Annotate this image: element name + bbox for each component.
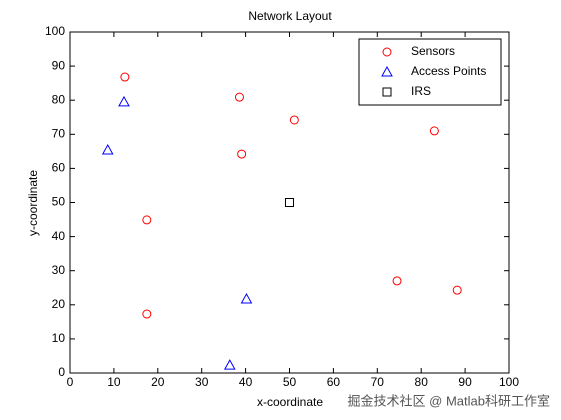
- point: [452, 285, 462, 295]
- point: [240, 292, 253, 304]
- x-tick-label: 40: [239, 375, 253, 389]
- y-tick-label: 0: [58, 365, 65, 379]
- x-tick-label: 60: [327, 375, 341, 389]
- point: [392, 276, 402, 286]
- y-tick-label: 60: [52, 161, 66, 175]
- x-tick-label: 90: [458, 375, 472, 389]
- x-tick-label: 80: [415, 375, 429, 389]
- legend-label: IRS: [411, 84, 431, 98]
- point: [142, 215, 152, 225]
- y-tick-label: 70: [52, 126, 66, 140]
- legend-label: Sensors: [411, 44, 455, 58]
- point: [223, 359, 236, 370]
- legend-marker: [382, 47, 392, 57]
- point: [118, 95, 130, 107]
- point: [285, 198, 294, 207]
- x-tick-label: 100: [499, 375, 519, 389]
- y-axis-label: y-coordinate: [26, 170, 40, 236]
- chart-title: Network Layout: [248, 9, 332, 23]
- y-tick-label: 10: [52, 331, 66, 345]
- x-tick-label: 30: [195, 375, 209, 389]
- x-tick-label: 10: [107, 375, 121, 389]
- legend-marker: [381, 65, 393, 77]
- x-tick-label: 50: [283, 375, 297, 389]
- point: [101, 143, 114, 155]
- legend-label: Access Points: [411, 64, 486, 78]
- y-tick-label: 30: [52, 263, 66, 277]
- x-axis-label: x-coordinate: [257, 395, 323, 409]
- point: [237, 149, 247, 159]
- x-tick-label: 0: [67, 375, 74, 389]
- watermark: 掘金技术社区 @ Matlab科研工作室: [348, 393, 550, 408]
- y-tick-label: 50: [52, 195, 66, 209]
- legend-marker: [382, 87, 392, 97]
- x-tick-label: 20: [151, 375, 165, 389]
- point: [142, 309, 152, 319]
- y-tick-label: 20: [52, 297, 66, 311]
- y-tick-label: 100: [45, 24, 65, 38]
- x-tick-label: 70: [371, 375, 385, 389]
- point: [429, 126, 439, 136]
- y-tick-label: 90: [52, 58, 66, 72]
- y-tick-label: 80: [52, 92, 66, 106]
- point: [234, 92, 244, 102]
- y-tick-label: 40: [52, 229, 66, 243]
- point: [289, 115, 299, 125]
- point: [120, 72, 130, 82]
